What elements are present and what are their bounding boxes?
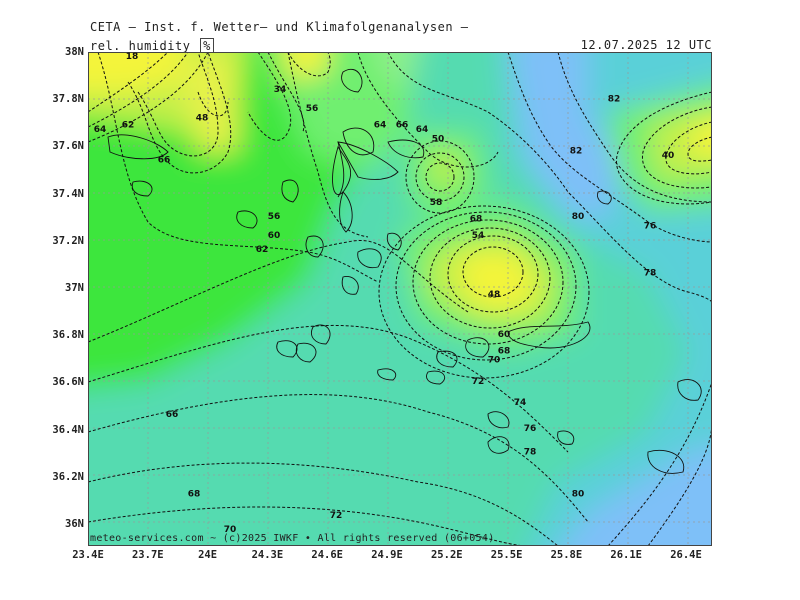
lat-tick-label: 38N	[65, 46, 84, 58]
lat-tick-label: 36N	[65, 518, 84, 530]
lon-tick-label: 25.5E	[490, 549, 523, 561]
contour-label: 68	[188, 490, 201, 500]
lon-tick-label: 23.7E	[131, 549, 164, 561]
contour-label: 78	[644, 269, 657, 279]
contour-label: 64	[416, 125, 429, 135]
lat-tick-label: 37.2N	[52, 234, 84, 247]
lon-tick-label: 24.3E	[251, 549, 284, 561]
lat-tick-label: 37.4N	[52, 187, 84, 200]
lon-tick-label: 26.1E	[610, 549, 642, 561]
contour-label: 60	[498, 330, 511, 340]
contour-label: 60	[268, 231, 281, 241]
contour-label: 18	[126, 52, 139, 62]
contour-label: 66	[166, 410, 179, 420]
valid-time: 12.07.2025 12 UTC	[580, 38, 712, 52]
contour-label: 50	[432, 135, 445, 145]
contour-label: 62	[256, 245, 269, 255]
contour-label: 54	[472, 231, 485, 241]
lat-tick-label: 37.6N	[52, 140, 84, 153]
contour-label: 68	[470, 215, 483, 225]
lat-tick-label: 37N	[65, 282, 84, 294]
contour-label: 76	[644, 222, 657, 232]
coastlines	[107, 69, 702, 474]
contour-label: 64	[94, 125, 107, 135]
contour-label: 48	[196, 113, 209, 123]
contour-label: 72	[472, 377, 485, 387]
humidity-field	[88, 52, 712, 546]
lon-tick-label: 23.4E	[72, 549, 104, 561]
lon-tick-label: 24E	[198, 549, 218, 561]
contour-label: 76	[524, 424, 537, 434]
contour-label: 82	[570, 146, 583, 156]
contour-label: 80	[572, 490, 585, 500]
map-title: CETA – Inst. f. Wetter– und Klimafolgena…	[90, 20, 469, 34]
contour-label: 66	[396, 120, 409, 130]
contour-label: 68	[498, 346, 511, 356]
contour-label: 74	[514, 398, 527, 408]
contour-label: 66	[158, 156, 171, 166]
lon-tick-label: 26.4E	[670, 549, 702, 561]
contour-label: 48	[488, 290, 501, 300]
lat-tick-label: 37.8N	[52, 93, 84, 106]
unit-box: %	[200, 38, 214, 54]
contour-label: 82	[608, 95, 621, 105]
contour-label: 72	[330, 511, 343, 521]
contour-label: 70	[488, 356, 501, 366]
contour-label: 58	[430, 198, 443, 208]
contour-label: 56	[268, 212, 281, 222]
copyright-notice: meteo-services.com ~ (c)2025 IWKF • All …	[90, 533, 495, 544]
lat-tick-label: 36.6N	[52, 376, 84, 389]
contour-label: 34	[274, 85, 287, 95]
variable-name: rel. humidity	[90, 39, 191, 53]
lon-tick-label: 25.8E	[550, 549, 583, 561]
contour-label: 64	[374, 120, 387, 130]
contour-label: 56	[306, 104, 319, 114]
lat-tick-label: 36.2N	[52, 470, 84, 483]
lon-tick-label: 24.6E	[311, 549, 343, 561]
variable-label: rel. humidity %	[90, 38, 214, 54]
lat-tick-label: 36.4N	[52, 423, 84, 436]
lon-tick-label: 24.9E	[371, 549, 403, 561]
lon-tick-label: 25.2E	[430, 549, 463, 561]
contour-label: 40	[662, 151, 675, 161]
contour-label: 70	[224, 525, 237, 535]
contour-label: 78	[524, 447, 537, 457]
contour-label: 80	[572, 212, 585, 222]
contour-label: 62	[122, 120, 135, 130]
lat-tick-label: 36.8N	[52, 329, 84, 342]
